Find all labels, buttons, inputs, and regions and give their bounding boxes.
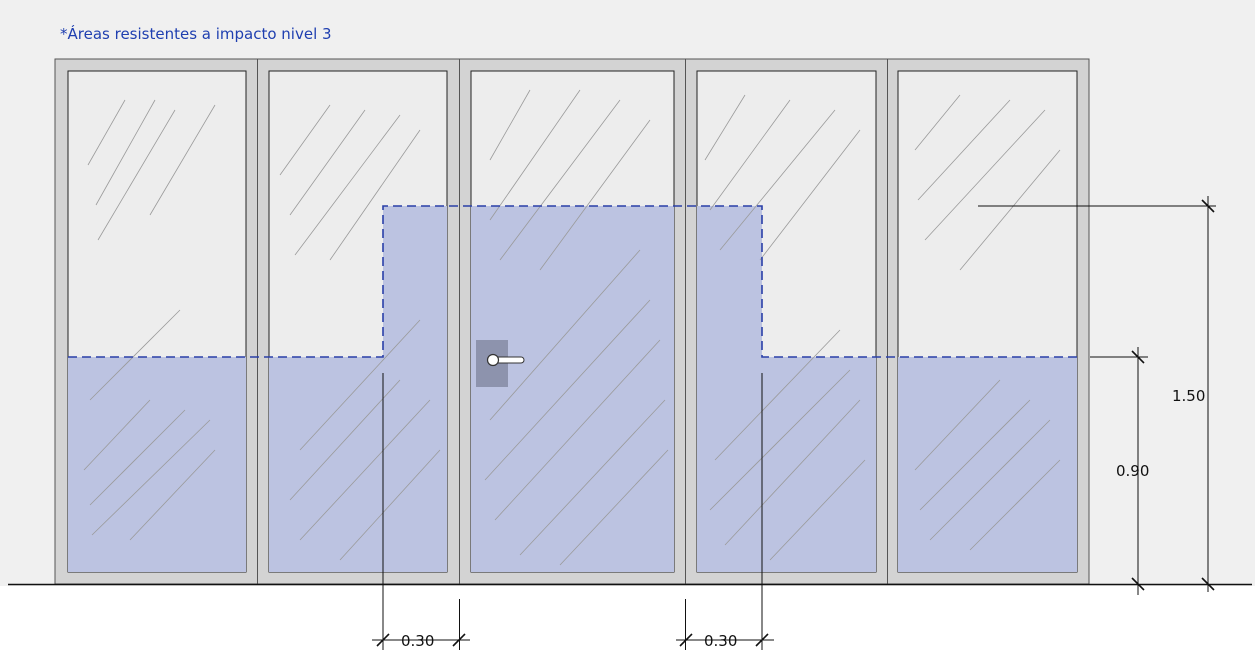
dimension-offset-right: [676, 373, 774, 650]
dimension-label-0-90: 0.90: [1116, 462, 1149, 480]
dimension-height-upper: [978, 196, 1216, 592]
impact-zone-pane-4-lower: [697, 357, 876, 572]
impact-zone-pane-5: [898, 357, 1077, 572]
dimension-label-1-50: 1.50: [1172, 387, 1205, 405]
impact-zone: [68, 206, 1077, 572]
impact-zone-pane-2-strip: [383, 206, 447, 357]
impact-zone-pane-1: [68, 357, 246, 572]
dimension-offset-left: [372, 373, 470, 650]
dimension-label-right-0-30: 0.30: [704, 632, 737, 650]
impact-zone-door: [471, 206, 674, 572]
impact-zone-pane-4-strip: [697, 206, 762, 357]
dimension-label-left-0-30: 0.30: [401, 632, 434, 650]
impact-area-note: *Áreas resistentes a impacto nivel 3: [60, 24, 332, 43]
dimension-height-lower: [1090, 347, 1148, 595]
lever-handle-icon: [486, 353, 525, 367]
impact-zone-pane-2-lower: [269, 357, 447, 572]
glass-reflection-hatch: [83, 89, 1061, 566]
